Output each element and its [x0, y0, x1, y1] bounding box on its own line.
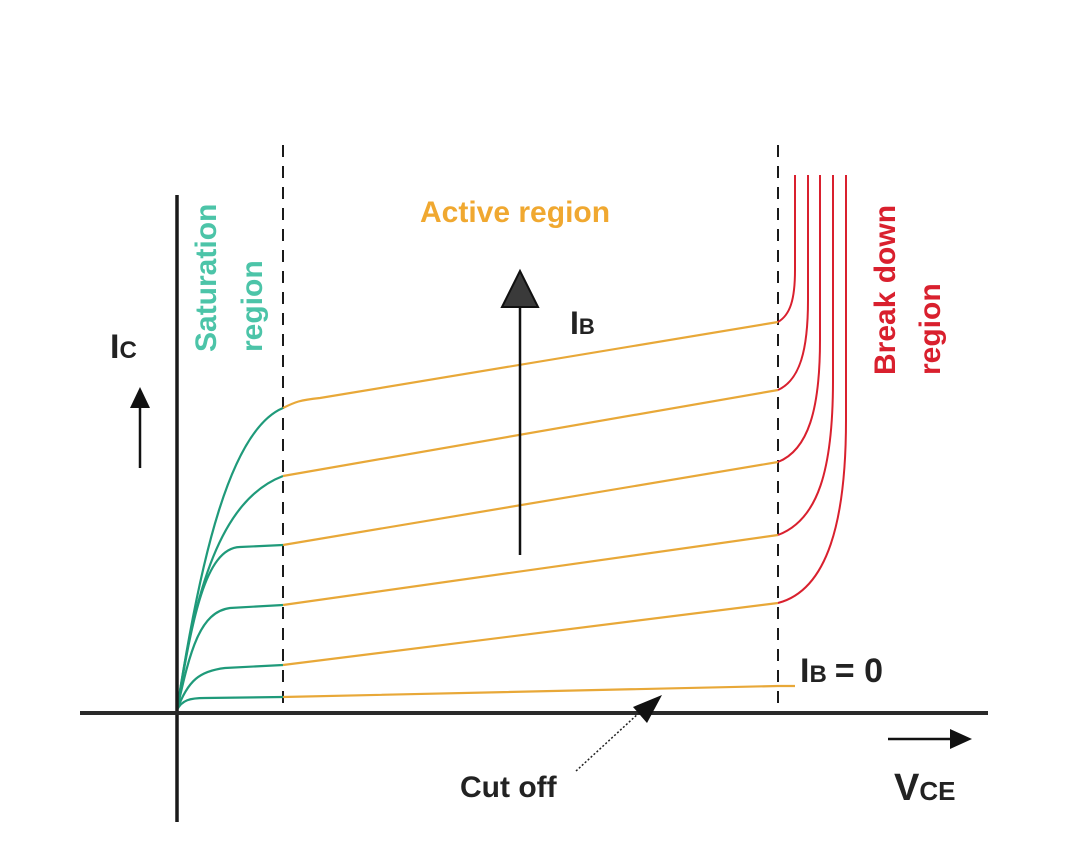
active-curves	[282, 320, 795, 699]
saturation-region-label-line2: region	[236, 260, 269, 352]
cut-off-label: Cut off	[460, 771, 558, 804]
y-axis-label: IC	[110, 328, 137, 366]
x-direction-arrow-icon	[888, 729, 972, 749]
saturation-region-label-line1: Saturation	[190, 204, 223, 352]
ib-zero-label: IB = 0	[800, 652, 883, 690]
x-axis-label: VCE	[894, 767, 955, 809]
breakdown-curves	[777, 175, 847, 604]
breakdown-region-label-line2: region	[914, 283, 947, 375]
y-direction-arrow-icon	[130, 387, 150, 468]
cut-off-pointer-arrow-icon	[575, 695, 662, 772]
breakdown-region-label-line1: Break down	[869, 205, 902, 375]
ib-increase-arrow-icon	[500, 268, 540, 555]
active-region-label: Active region	[420, 196, 610, 229]
ib-arrow-label: IB	[570, 305, 595, 341]
saturation-curves	[175, 406, 284, 711]
